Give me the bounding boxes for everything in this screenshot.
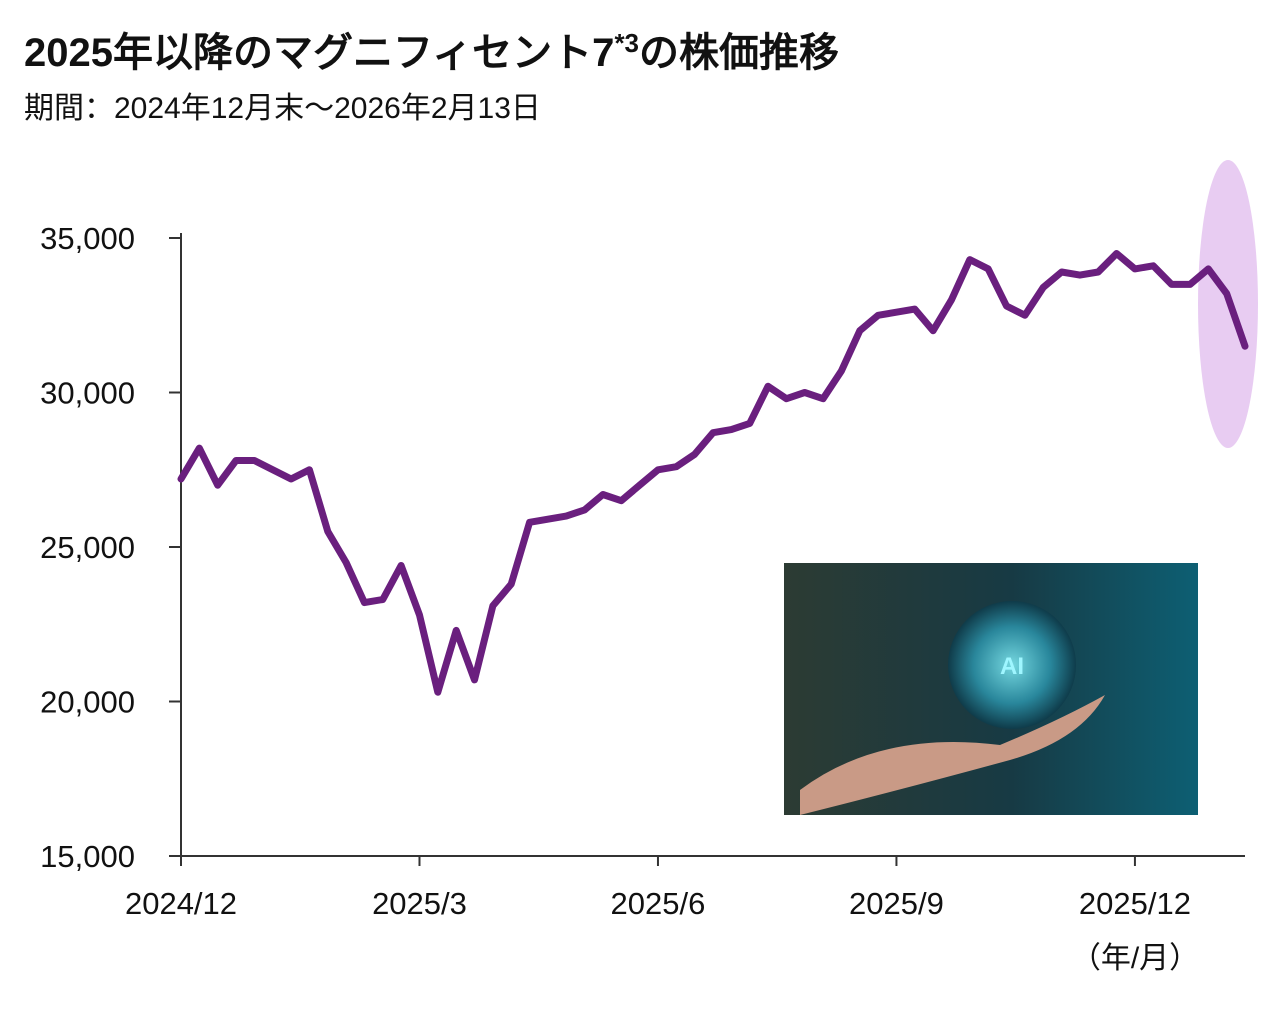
x-unit-label: （年/月） — [1071, 942, 1199, 975]
x-tick-label: 2025/3 — [372, 886, 467, 921]
inset-image: AI — [784, 563, 1198, 815]
y-tick-label: 25,000 — [40, 530, 135, 565]
x-tick-label: 2025/9 — [849, 886, 944, 921]
data-line — [177, 250, 1249, 696]
x-tick-label: 2025/6 — [611, 886, 706, 921]
y-tick-label: 30,000 — [40, 376, 135, 411]
title-main: 2025年以降のマグニフィセント7 — [24, 31, 614, 75]
chart-title: 2025年以降のマグニフィセント7*3の株価推移 — [24, 28, 839, 75]
x-tick-label: 2025/12 — [1079, 886, 1191, 921]
title-suffix: の株価推移 — [639, 31, 839, 75]
inset-label: AI — [1000, 653, 1024, 680]
globe — [948, 601, 1076, 729]
y-tick-label: 15,000 — [40, 839, 135, 874]
subtitle: 期間：2024年12月末～2026年2月13日 — [24, 92, 541, 125]
hand — [800, 695, 1105, 815]
y-tick-label: 35,000 — [40, 221, 135, 256]
y-tick-label: 20,000 — [40, 685, 135, 720]
x-tick-label: 2024/12 — [125, 886, 237, 921]
title-note: *3 — [614, 28, 639, 58]
